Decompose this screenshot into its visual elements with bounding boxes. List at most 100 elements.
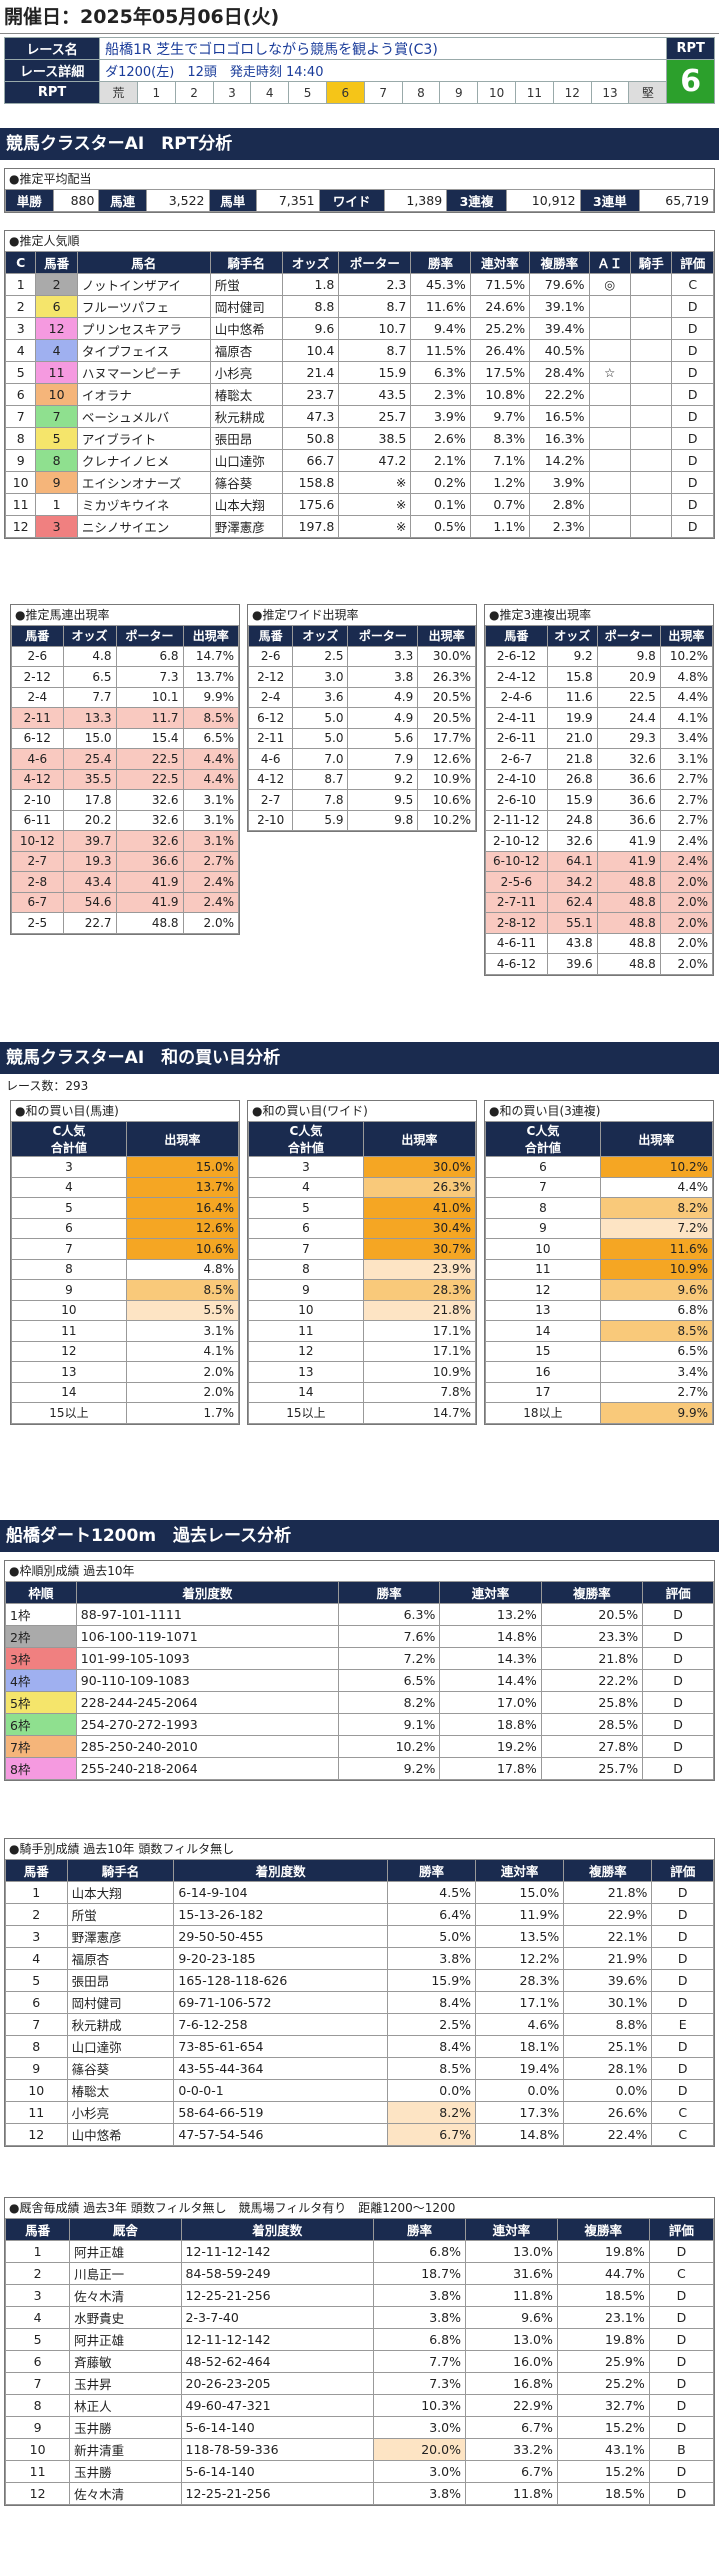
table-cell: 101-99-105-1093 — [75, 1647, 339, 1670]
rpt-scale-cell: 7 — [363, 81, 403, 104]
table-cell: 73-85-61-654 — [173, 2035, 388, 2058]
table-cell: D — [648, 2394, 715, 2417]
table-cell: 2.0% — [659, 891, 714, 913]
table-row: 13 6.8% — [485, 1299, 714, 1321]
rpt-scale-cell: 6 — [325, 81, 365, 104]
table-row: 3 野澤憲彦 29-50-50-455 5.0% 13.5% 22.1% D — [5, 1925, 714, 1948]
table-row: 13 2.0% — [11, 1361, 240, 1383]
payout-title: ●推定平均配当 — [9, 172, 92, 186]
table-cell: D — [671, 493, 714, 516]
wide-box: ●推定ワイド出現率 馬番 オッズ ポーター 出現率 2-6 2.5 3.3 30.0% 2-12… — [247, 604, 477, 832]
table-cell: 32.6 — [115, 789, 184, 811]
table-cell: 阿井正雄 — [69, 2328, 182, 2351]
table-cell: 21.9% — [563, 1947, 653, 1970]
table-cell: D — [648, 2240, 715, 2263]
table-cell: 玉井勝 — [69, 2416, 182, 2439]
table-cell: 30.0% — [362, 1156, 477, 1178]
table-cell: 43.8 — [546, 932, 598, 954]
table-cell: 62.4 — [546, 891, 598, 913]
table-cell: 11.7 — [115, 707, 184, 729]
table-cell: D — [651, 2057, 714, 2080]
table-cell: 9.2 — [347, 768, 419, 790]
table-cell: 39.1% — [529, 295, 590, 318]
table-cell: 4-6-12 — [485, 953, 548, 975]
table-cell: 10.6% — [417, 789, 476, 811]
table-cell: 12-11-12-142 — [180, 2240, 375, 2263]
table-cell: 2-4 — [247, 686, 294, 708]
table-cell: 5.9 — [292, 809, 349, 831]
table-cell: 4.8% — [659, 666, 714, 688]
column-header: 馬番 — [35, 251, 78, 274]
table-cell: 15 — [485, 1340, 601, 1362]
table-cell: 7.7% — [373, 2350, 466, 2373]
table-cell: 43.5 — [338, 383, 412, 406]
table-cell: 8.5% — [386, 2057, 477, 2080]
table-row: 8 23.9% — [248, 1258, 477, 1280]
jockey-title: ●騎手別成績 過去10年 頭数フィルタ無し — [9, 1842, 235, 1856]
rpt-scale-cell: 12 — [552, 81, 592, 104]
table-cell: 2 — [5, 1903, 68, 1926]
table-cell: ☆ — [588, 361, 631, 384]
column-header: 評価 — [671, 251, 714, 274]
table-cell: ベーシュメルバ — [76, 405, 211, 428]
table-cell — [588, 317, 631, 340]
table-cell: 44.7% — [556, 2262, 650, 2285]
table-cell: C — [651, 2101, 714, 2124]
column-header: 連対率 — [475, 1859, 565, 1882]
table-cell: D — [671, 427, 714, 450]
table-cell: 8 — [4, 2394, 71, 2417]
table-cell: 6.7% — [464, 2416, 558, 2439]
table-cell: 26.6% — [563, 2101, 653, 2124]
table-cell: D — [648, 2284, 715, 2307]
table-cell: 22.2% — [529, 383, 590, 406]
table-cell: 18.5% — [556, 2482, 650, 2505]
table-cell: 2-12 — [247, 666, 294, 688]
table-cell: 22.5 — [596, 686, 661, 708]
rpt-scale-cell: 9 — [439, 81, 479, 104]
table-cell: 2.0% — [659, 871, 714, 893]
table-cell: 3.4% — [599, 1361, 714, 1383]
table-cell: 9.5 — [347, 789, 419, 811]
table-row: 8 林正人 49-60-47-321 10.3% 22.9% 32.7% D — [4, 2394, 715, 2417]
table-cell: 11 — [4, 2460, 71, 2483]
table-cell: 2枠 — [5, 1625, 77, 1648]
table-cell: 12 — [11, 1340, 127, 1362]
table-row: 12 佐々木清 12-25-21-256 3.8% 11.8% 18.5% D — [4, 2482, 715, 2505]
table-cell: 34.2 — [546, 871, 598, 893]
race-detail: ダ1200(左) 12頭 発走時刻 14:40 — [99, 59, 668, 82]
table-cell: 5.0% — [386, 1925, 477, 1948]
table-cell: 23.9% — [362, 1258, 477, 1280]
table-cell: 3.1% — [125, 1320, 240, 1342]
table-cell: D — [648, 2460, 715, 2483]
table-cell: 19.9 — [546, 707, 598, 729]
payout-label: 単勝 — [5, 189, 54, 212]
table-row: 10 11.6% — [485, 1238, 714, 1260]
table-cell: 11.8% — [464, 2482, 558, 2505]
table-row: 8枠 255-240-218-2064 9.2% 17.8% 25.7% D — [5, 1757, 714, 1780]
table-cell: 9-20-23-185 — [173, 1947, 388, 1970]
section-sum-analysis-title: 競馬クラスターAI 和の買い目分析 — [0, 1042, 719, 1074]
table-cell: 6 — [4, 2350, 71, 2373]
table-cell: 9.8 — [596, 645, 661, 667]
column-header: 騎手 — [629, 251, 673, 274]
table-cell: 22.7 — [62, 912, 117, 934]
table-cell: 3.8% — [373, 2284, 466, 2307]
table-cell: 1.2% — [469, 471, 531, 494]
trainer-box: ●厩舎毎成績 過去3年 頭数フィルタ無し 競馬場フィルタ有り 距離1200～12… — [4, 2197, 715, 2506]
table-cell: 11 — [4, 493, 37, 516]
table-cell: D — [651, 1969, 714, 1992]
sum-wide-box: ●和の買い目(ワイド) C人気 合計値 出現率 3 30.0% 4 26.3% 5 41.0%… — [247, 1100, 477, 1425]
table-cell: 2.5% — [386, 2013, 477, 2036]
table-cell: 2-4-11 — [485, 707, 548, 729]
table-cell: 3 — [4, 2284, 71, 2307]
column-header: 馬名 — [76, 251, 211, 274]
table-cell: D — [651, 2035, 714, 2058]
table-row: 12 山中悠希 47-57-54-546 6.7% 14.8% 22.4% C — [5, 2123, 714, 2146]
table-cell: 3.0% — [373, 2460, 466, 2483]
table-cell: 21.4 — [281, 361, 340, 384]
table-cell: 15.0% — [125, 1156, 240, 1178]
table-row: 4-6 7.0 7.9 12.6% — [247, 748, 476, 770]
column-header: ポーター — [596, 625, 661, 647]
table-row: 11 3.1% — [11, 1320, 240, 1342]
table-row: 11 1 ミカヅキウイネ 山本大翔 175.6 ※ 0.1% 0.7% 2.8% D — [4, 493, 714, 516]
